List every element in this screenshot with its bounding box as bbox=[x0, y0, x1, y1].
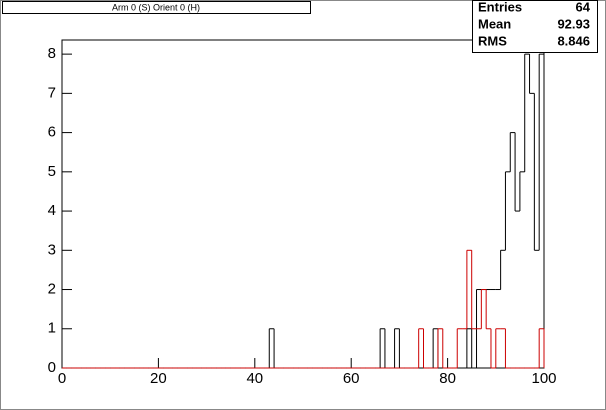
stats-box bbox=[472, 0, 598, 53]
stat-label: Entries bbox=[478, 0, 522, 14]
stat-value: 92.93 bbox=[557, 16, 590, 31]
title-box bbox=[2, 1, 311, 14]
stat-label: RMS bbox=[478, 33, 507, 48]
y-tick-label: 1 bbox=[48, 320, 56, 337]
y-tick-label: 2 bbox=[48, 280, 56, 297]
plot-frame bbox=[61, 39, 545, 369]
y-tick-label: 4 bbox=[48, 202, 56, 219]
y-tick-label: 7 bbox=[48, 84, 56, 101]
stat-value: 8.846 bbox=[557, 33, 590, 48]
chart-title: Arm 0 (S) Orient 0 (H) bbox=[112, 2, 200, 12]
y-tick-label: 5 bbox=[48, 163, 56, 180]
x-tick-label: 20 bbox=[150, 370, 167, 387]
x-tick-label: 100 bbox=[531, 370, 556, 387]
stat-label: Mean bbox=[478, 16, 511, 31]
x-tick-label: 80 bbox=[439, 370, 456, 387]
y-tick-label: 0 bbox=[48, 359, 56, 376]
hist-connector bbox=[418, 250, 545, 368]
x-tick-label: 0 bbox=[58, 370, 66, 387]
x-tick-label: 40 bbox=[246, 370, 263, 387]
y-tick-label: 6 bbox=[48, 124, 56, 141]
y-tick-label: 8 bbox=[48, 45, 56, 62]
y-tick-label: 3 bbox=[48, 241, 56, 258]
stat-value: 64 bbox=[576, 0, 591, 14]
x-tick-label: 60 bbox=[343, 370, 360, 387]
